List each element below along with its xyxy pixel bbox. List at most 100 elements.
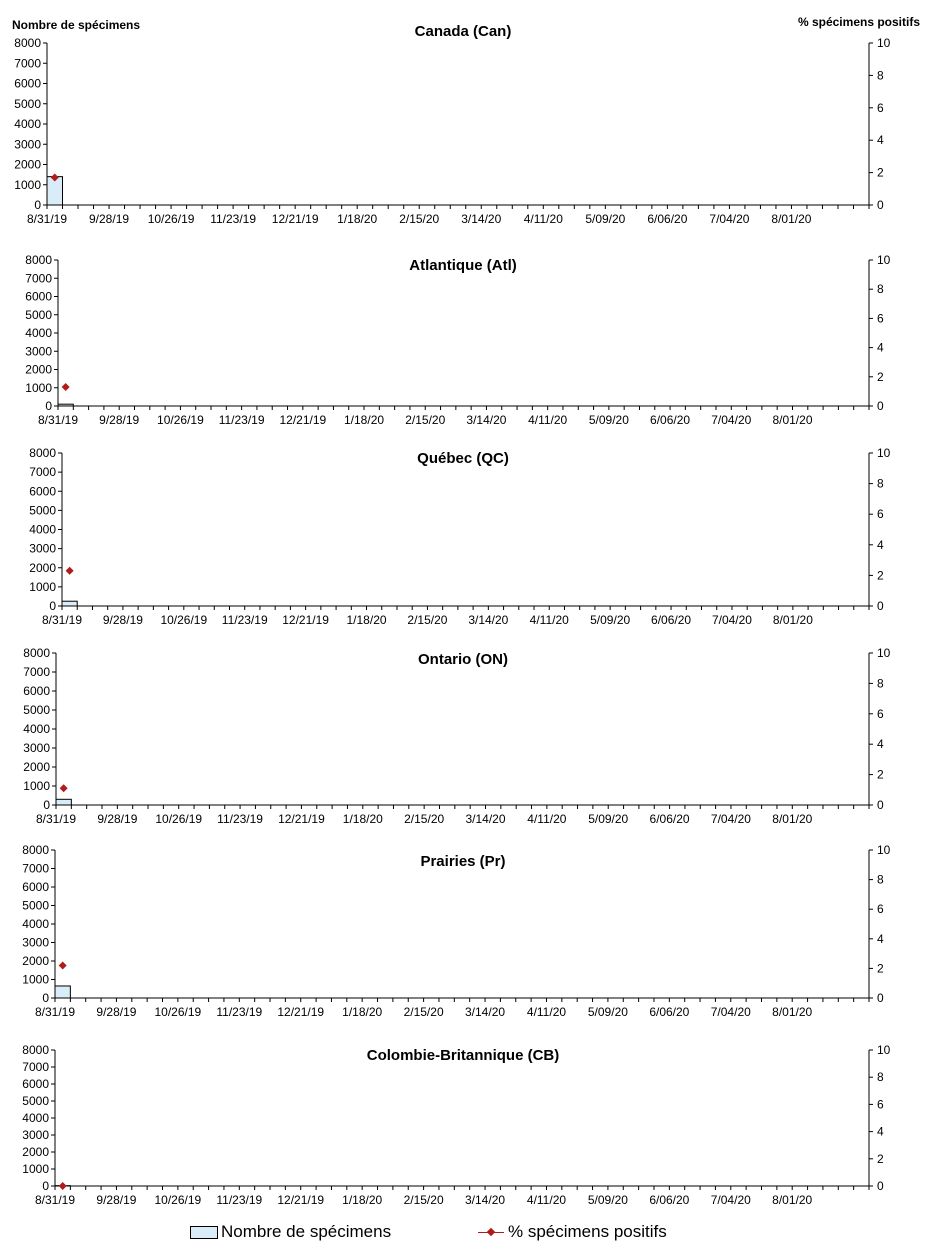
x-tick-label: 3/14/20 xyxy=(466,413,506,427)
x-tick-label: 7/04/20 xyxy=(709,212,749,226)
chart-title: Prairies (Pr) xyxy=(420,853,505,870)
x-tick-label: 8/31/19 xyxy=(36,812,76,826)
y-left-tick-label: 7000 xyxy=(22,862,49,876)
x-tick-label: 4/11/20 xyxy=(527,1005,566,1019)
y-left-tick-label: 4000 xyxy=(29,523,56,537)
positive-marker xyxy=(58,1182,67,1190)
x-tick-label: 10/26/19 xyxy=(160,613,207,627)
x-tick-label: 8/31/19 xyxy=(42,613,82,627)
chart-1: Atlantique (Atl) 0 1000 2000 3000 4000 5000 600… xyxy=(25,253,890,427)
x-tick-label: 8/01/20 xyxy=(773,613,813,627)
positive-marker xyxy=(58,961,67,970)
x-tick-label: 2/15/20 xyxy=(399,212,439,226)
x-tick-label: 12/21/19 xyxy=(282,613,329,627)
y-right-tick-label: 0 xyxy=(877,399,884,413)
y-left-tick-label: 1000 xyxy=(23,779,50,793)
y-left-tick-label: 1000 xyxy=(14,178,41,192)
y-left-tick-label: 6000 xyxy=(22,880,49,894)
x-tick-label: 7/04/20 xyxy=(711,1193,751,1207)
y-right-tick-label: 10 xyxy=(877,36,891,50)
y-left-tick-label: 5000 xyxy=(29,503,56,517)
y-left-tick-label: 3000 xyxy=(14,137,41,151)
x-tick-label: 6/06/20 xyxy=(651,613,691,627)
y-left-tick-label: 1000 xyxy=(29,580,56,594)
x-tick-label: 8/31/19 xyxy=(38,413,78,427)
y-left-tick-label: 8000 xyxy=(22,843,49,857)
legend-bar-swatch xyxy=(190,1225,218,1239)
y-right-tick-label: 2 xyxy=(877,961,884,975)
x-tick-label: 6/06/20 xyxy=(647,212,687,226)
y-right-tick-label: 8 xyxy=(877,676,884,690)
x-tick-label: 8/31/19 xyxy=(35,1193,75,1207)
x-tick-label: 8/01/20 xyxy=(772,1193,812,1207)
y-left-tick-label: 2000 xyxy=(23,760,50,774)
y-right-tick-label: 0 xyxy=(877,991,884,1005)
positive-marker xyxy=(59,784,68,793)
specimen-bar xyxy=(61,600,78,607)
x-tick-label: 12/21/19 xyxy=(279,413,326,427)
y-left-tick-label: 2000 xyxy=(22,954,49,968)
y-right-tick-label: 2 xyxy=(877,768,884,782)
y-right-tick-label: 6 xyxy=(877,101,884,115)
y-left-tick-label: 4000 xyxy=(14,117,41,131)
x-tick-label: 11/23/19 xyxy=(210,212,256,226)
y-right-tick-label: 6 xyxy=(877,707,884,721)
chart-0: Canada (Can) 0 1000 2000 3000 4000 5000 6000 700… xyxy=(14,23,890,226)
y-left-tick-label: 1000 xyxy=(22,1162,49,1176)
x-tick-label: 2/15/20 xyxy=(405,413,445,427)
x-tick-label: 9/28/19 xyxy=(89,212,129,226)
y-left-tick-label: 7000 xyxy=(25,271,52,285)
y-right-tick-label: 0 xyxy=(877,798,884,812)
x-tick-label: 4/11/20 xyxy=(524,212,563,226)
chart-title: Ontario (ON) xyxy=(418,651,508,668)
x-tick-label: 3/14/20 xyxy=(465,812,505,826)
y-left-tick-label: 6000 xyxy=(29,484,56,498)
x-tick-label: 12/21/19 xyxy=(277,1193,324,1207)
x-tick-label: 6/06/20 xyxy=(649,1193,689,1207)
x-tick-label: 6/06/20 xyxy=(650,812,690,826)
x-tick-label: 12/21/19 xyxy=(277,1005,324,1019)
y-right-tick-label: 2 xyxy=(877,568,884,582)
y-left-tick-label: 2000 xyxy=(29,561,56,575)
specimen-bar xyxy=(54,985,71,999)
y-left-tick-label: 3000 xyxy=(25,344,52,358)
y-right-tick-label: 0 xyxy=(877,198,884,212)
x-tick-label: 5/09/20 xyxy=(589,413,629,427)
x-tick-label: 10/26/19 xyxy=(157,413,204,427)
x-tick-label: 7/04/20 xyxy=(711,413,751,427)
x-tick-label: 4/11/20 xyxy=(528,413,567,427)
y-right-tick-label: 2 xyxy=(877,166,884,180)
chart-title: Colombie-Britannique (CB) xyxy=(367,1047,560,1064)
y-left-tick-label: 4000 xyxy=(23,722,50,736)
y-right-tick-label: 10 xyxy=(877,446,891,460)
x-tick-label: 2/15/20 xyxy=(407,613,447,627)
y-left-tick-label: 5000 xyxy=(22,899,49,913)
specimen-bar xyxy=(57,403,74,407)
y-right-tick-label: 10 xyxy=(877,646,891,660)
x-tick-label: 5/09/20 xyxy=(585,212,625,226)
y-left-tick-label: 6000 xyxy=(14,77,41,91)
x-tick-label: 5/09/20 xyxy=(588,1005,628,1019)
y-right-tick-label: 4 xyxy=(877,341,884,355)
legend-item-positive: % spécimens positifs xyxy=(478,1222,667,1242)
x-tick-label: 1/18/20 xyxy=(342,1193,382,1207)
x-tick-label: 3/14/20 xyxy=(468,613,508,627)
y-right-tick-label: 4 xyxy=(877,737,884,751)
x-tick-label: 8/01/20 xyxy=(771,212,811,226)
y-right-tick-label: 6 xyxy=(877,507,884,521)
chart-3: Ontario (ON) 0 1000 2000 3000 4000 5000 6000 700… xyxy=(23,646,890,826)
x-tick-label: 8/31/19 xyxy=(27,212,67,226)
y-left-tick-label: 3000 xyxy=(29,542,56,556)
y-left-axis-title: Nombre de spécimens xyxy=(12,18,141,32)
x-tick-label: 5/09/20 xyxy=(588,812,628,826)
y-right-tick-label: 2 xyxy=(877,370,884,384)
y-right-tick-label: 6 xyxy=(877,902,884,916)
x-tick-label: 3/14/20 xyxy=(461,212,501,226)
y-left-tick-label: 6000 xyxy=(25,290,52,304)
y-right-tick-label: 6 xyxy=(877,1097,884,1111)
y-right-tick-label: 10 xyxy=(877,843,891,857)
y-right-tick-label: 4 xyxy=(877,538,884,552)
y-right-tick-label: 4 xyxy=(877,133,884,147)
y-left-tick-label: 0 xyxy=(42,991,49,1005)
positive-marker xyxy=(61,383,70,392)
